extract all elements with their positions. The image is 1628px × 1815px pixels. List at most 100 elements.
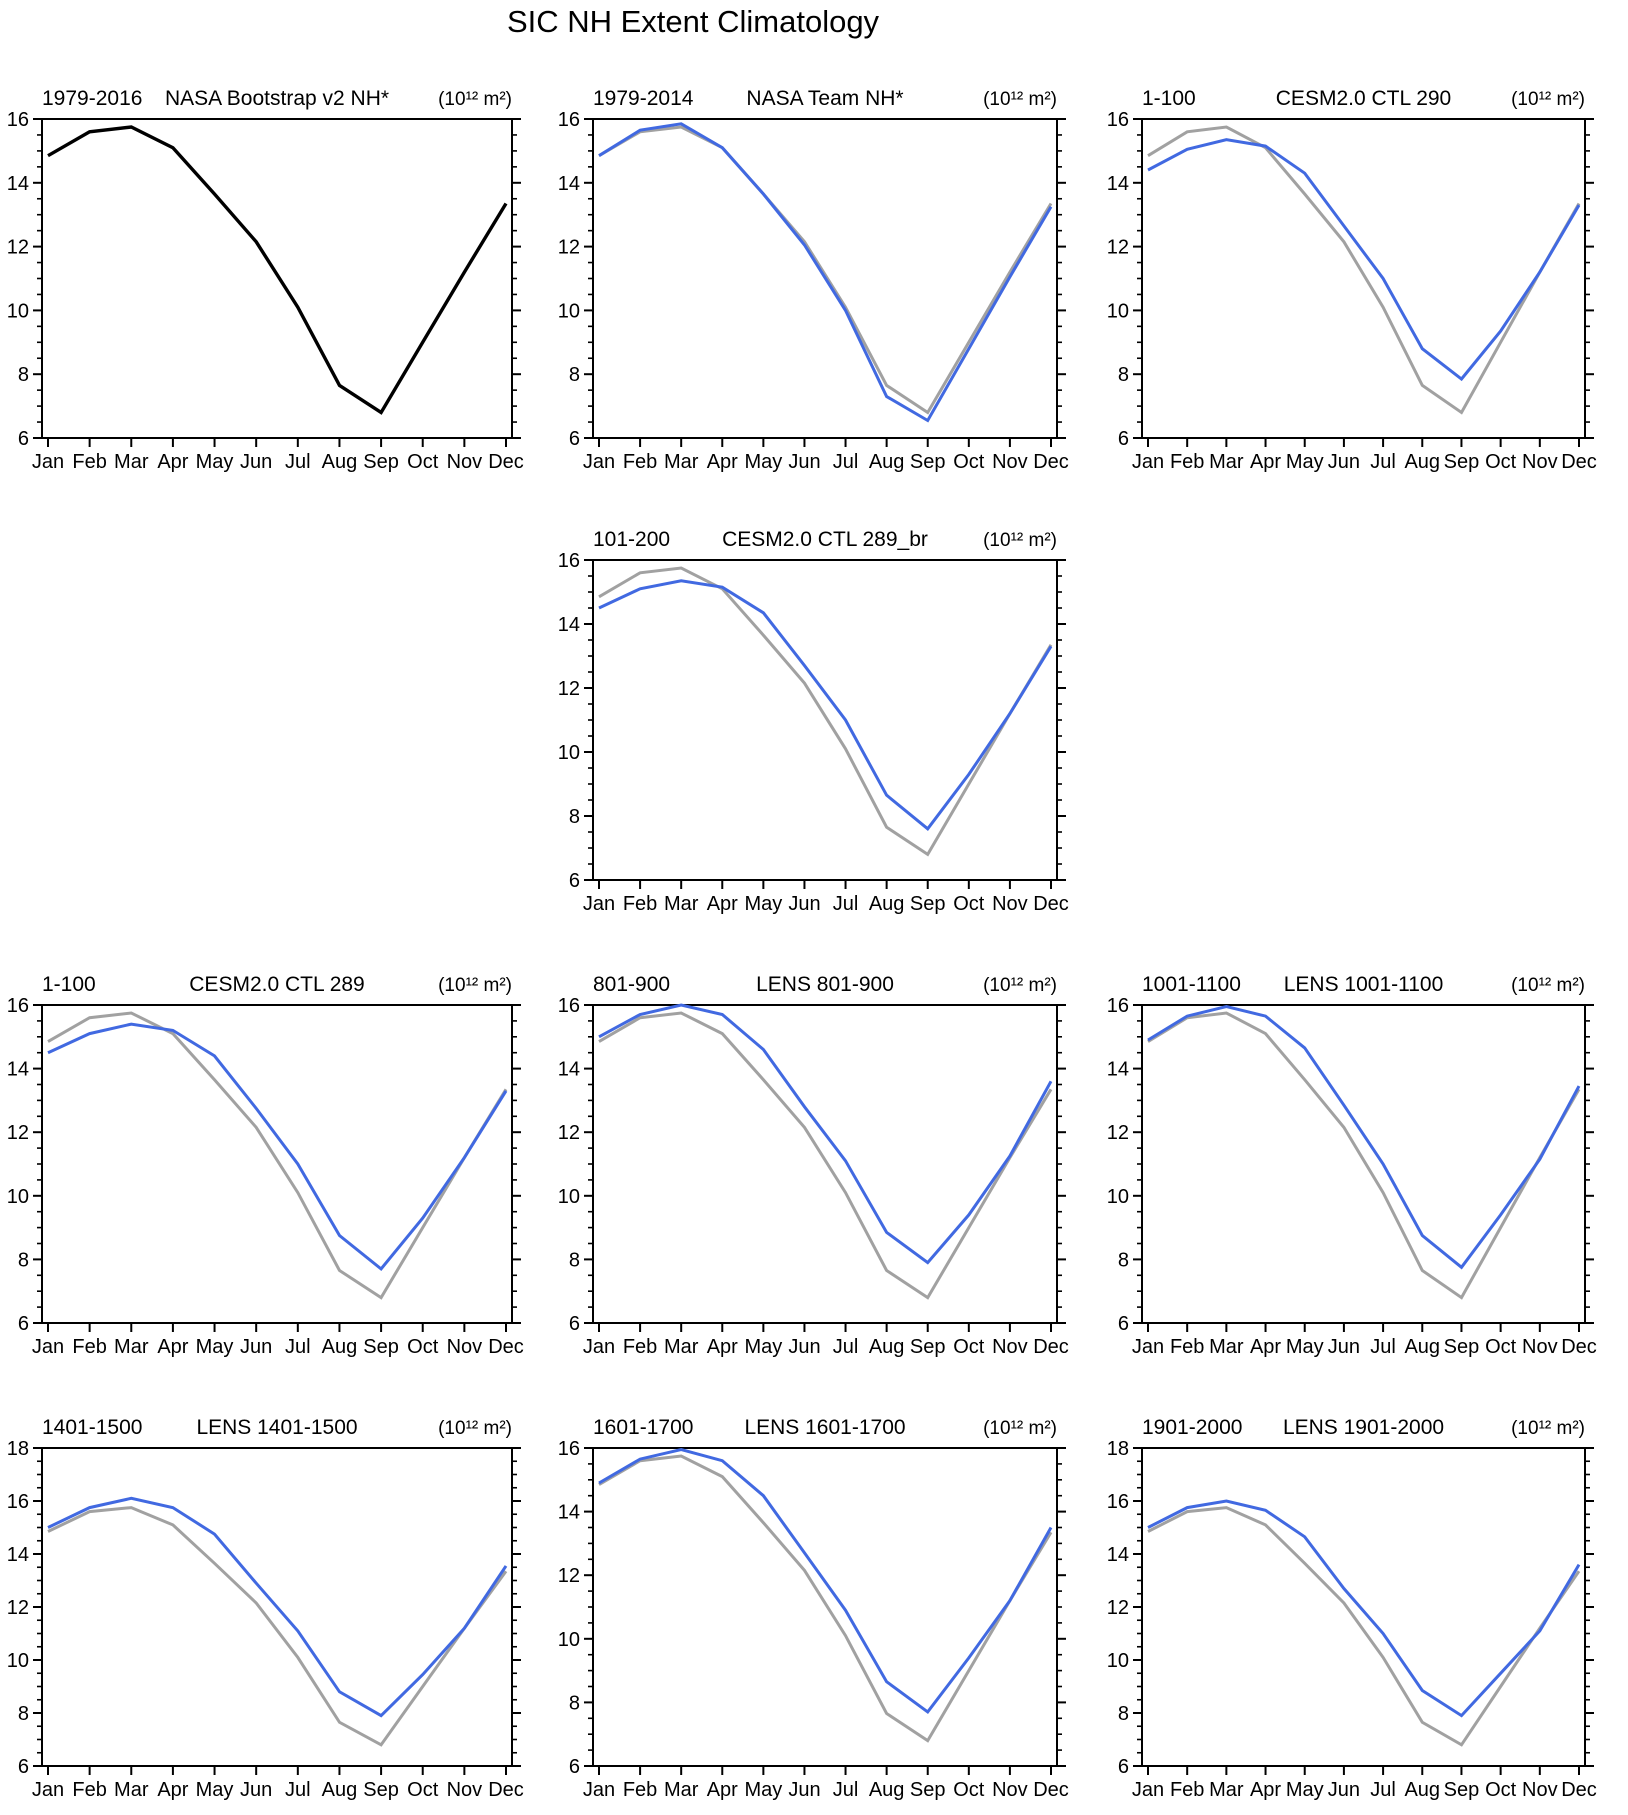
panel-title-left: 1979-2016 xyxy=(42,87,142,110)
y-tick-label: 12 xyxy=(1107,1122,1129,1144)
x-tick-label: Nov xyxy=(447,451,483,473)
x-tick-label: Oct xyxy=(407,1336,439,1358)
x-tick-label: Jun xyxy=(788,893,820,915)
y-tick-label: 14 xyxy=(1107,1544,1129,1566)
y-tick-label: 6 xyxy=(569,1313,580,1335)
y-tick-label: 12 xyxy=(1107,1597,1129,1619)
x-tick-label: Dec xyxy=(488,451,524,473)
x-tick-label: Jan xyxy=(32,451,64,473)
y-tick-label: 8 xyxy=(569,1692,580,1714)
panel-lens-1901-2000: 1901-2000 LENS 1901-2000 (10¹² m²) 6 8 10 12 14… xyxy=(1107,1416,1597,1801)
x-tick-label: Apr xyxy=(1250,1779,1281,1801)
x-tick-label: May xyxy=(1286,451,1324,473)
panel-title-center: LENS 1601-1700 xyxy=(744,1416,905,1439)
x-tick-label: Aug xyxy=(1404,1779,1440,1801)
y-tick-label: 6 xyxy=(569,1756,580,1778)
x-tick-label: Jun xyxy=(788,1779,820,1801)
x-tick-label: Nov xyxy=(992,893,1028,915)
x-tick-label: May xyxy=(744,451,782,473)
panel-title-center: CESM2.0 CTL 290 xyxy=(1276,87,1451,110)
x-tick-label: Nov xyxy=(447,1336,483,1358)
x-tick-label: Dec xyxy=(1561,1336,1597,1358)
y-tick-label: 10 xyxy=(1107,300,1129,322)
x-tick-label: May xyxy=(196,451,234,473)
x-tick-label: Jul xyxy=(833,893,859,915)
y-tick-label: 14 xyxy=(558,614,580,636)
x-tick-label: Sep xyxy=(363,451,399,473)
y-tick-label: 12 xyxy=(1107,237,1129,259)
x-tick-label: Mar xyxy=(664,451,699,473)
x-tick-label: May xyxy=(1286,1336,1324,1358)
panel-title-left: 1001-1100 xyxy=(1142,973,1241,996)
y-tick-label: 12 xyxy=(558,237,580,259)
x-tick-label: Feb xyxy=(72,1779,106,1801)
x-tick-label: Apr xyxy=(707,893,738,915)
x-tick-label: Apr xyxy=(157,1336,188,1358)
panel-unit-label: (10¹² m²) xyxy=(983,530,1057,551)
x-tick-label: Nov xyxy=(992,1336,1028,1358)
panel-unit-label: (10¹² m²) xyxy=(1511,89,1585,110)
series-line-reference xyxy=(1147,1506,1581,1747)
y-tick-label: 16 xyxy=(7,109,29,131)
x-tick-label: Aug xyxy=(322,1336,358,1358)
panel-unit-label: (10¹² m²) xyxy=(438,975,512,996)
x-tick-label: Nov xyxy=(992,1779,1028,1801)
x-tick-label: Sep xyxy=(1444,1779,1480,1801)
x-tick-label: Jul xyxy=(833,1779,859,1801)
series-line-model xyxy=(47,1022,508,1271)
x-tick-label: Dec xyxy=(1033,1336,1069,1358)
x-tick-label: Apr xyxy=(157,451,188,473)
plot-frame xyxy=(1141,1447,1586,1767)
plot-frame xyxy=(41,118,513,439)
y-tick-label: 8 xyxy=(18,1249,29,1271)
x-tick-label: Jul xyxy=(1370,451,1396,473)
x-tick-label: Aug xyxy=(869,1779,905,1801)
x-tick-label: Dec xyxy=(488,1779,524,1801)
x-tick-label: Jan xyxy=(1132,1336,1164,1358)
x-tick-label: Nov xyxy=(1522,1779,1558,1801)
x-tick-label: Sep xyxy=(1444,1336,1480,1358)
panel-title-left: 1-100 xyxy=(1142,87,1196,110)
panel-cesm2-ctl-289br: 101-200 CESM2.0 CTL 289_br (10¹² m²) 6 8 10 12… xyxy=(558,528,1069,915)
y-tick-label: 14 xyxy=(1107,1059,1129,1081)
x-tick-label: May xyxy=(744,893,782,915)
x-tick-label: Dec xyxy=(1561,1779,1597,1801)
x-tick-label: May xyxy=(744,1336,782,1358)
x-tick-label: Sep xyxy=(363,1779,399,1801)
panel-title-center: CESM2.0 CTL 289 xyxy=(189,973,364,996)
x-tick-label: Aug xyxy=(869,1336,905,1358)
x-tick-label: Jul xyxy=(285,451,311,473)
panel-title-left: 1401-1500 xyxy=(42,1416,142,1439)
x-tick-label: Mar xyxy=(664,1336,699,1358)
series-line-model xyxy=(1147,138,1581,382)
x-tick-label: Jan xyxy=(583,893,615,915)
panel-title-center: LENS 801-900 xyxy=(756,973,894,996)
figure-title: SIC NH Extent Climatology xyxy=(506,4,880,39)
x-tick-label: Jul xyxy=(833,1336,859,1358)
panel-unit-label: (10¹² m²) xyxy=(983,1418,1057,1439)
series-line-bootstrap xyxy=(47,125,508,415)
x-tick-label: Nov xyxy=(1522,1336,1558,1358)
y-tick-label: 18 xyxy=(1107,1438,1129,1460)
x-tick-label: Nov xyxy=(1522,451,1558,473)
x-tick-label: Feb xyxy=(623,1779,657,1801)
x-tick-label: Dec xyxy=(1561,451,1597,473)
y-tick-label: 16 xyxy=(1107,1491,1129,1513)
panel-title-left: 101-200 xyxy=(593,528,670,551)
x-tick-label: Apr xyxy=(157,1779,188,1801)
panel-nasa-bootstrap-v2: 1979-2016 NASA Bootstrap v2 NH* (10¹² m²) 6… xyxy=(7,87,524,473)
x-tick-label: Oct xyxy=(1485,1336,1517,1358)
x-tick-label: Dec xyxy=(1033,893,1069,915)
y-tick-label: 6 xyxy=(569,428,580,450)
x-tick-label: Apr xyxy=(707,1779,738,1801)
x-tick-label: Feb xyxy=(1170,1779,1204,1801)
x-tick-label: Sep xyxy=(910,1336,946,1358)
y-tick-label: 8 xyxy=(569,806,580,828)
series-line-reference xyxy=(598,1011,1053,1300)
y-tick-label: 8 xyxy=(1118,1249,1129,1271)
series-line-model xyxy=(598,1003,1053,1265)
x-tick-label: Jan xyxy=(583,1336,615,1358)
y-tick-label: 14 xyxy=(1107,173,1129,195)
x-tick-label: Jun xyxy=(788,1336,820,1358)
x-tick-label: Jun xyxy=(240,1336,272,1358)
